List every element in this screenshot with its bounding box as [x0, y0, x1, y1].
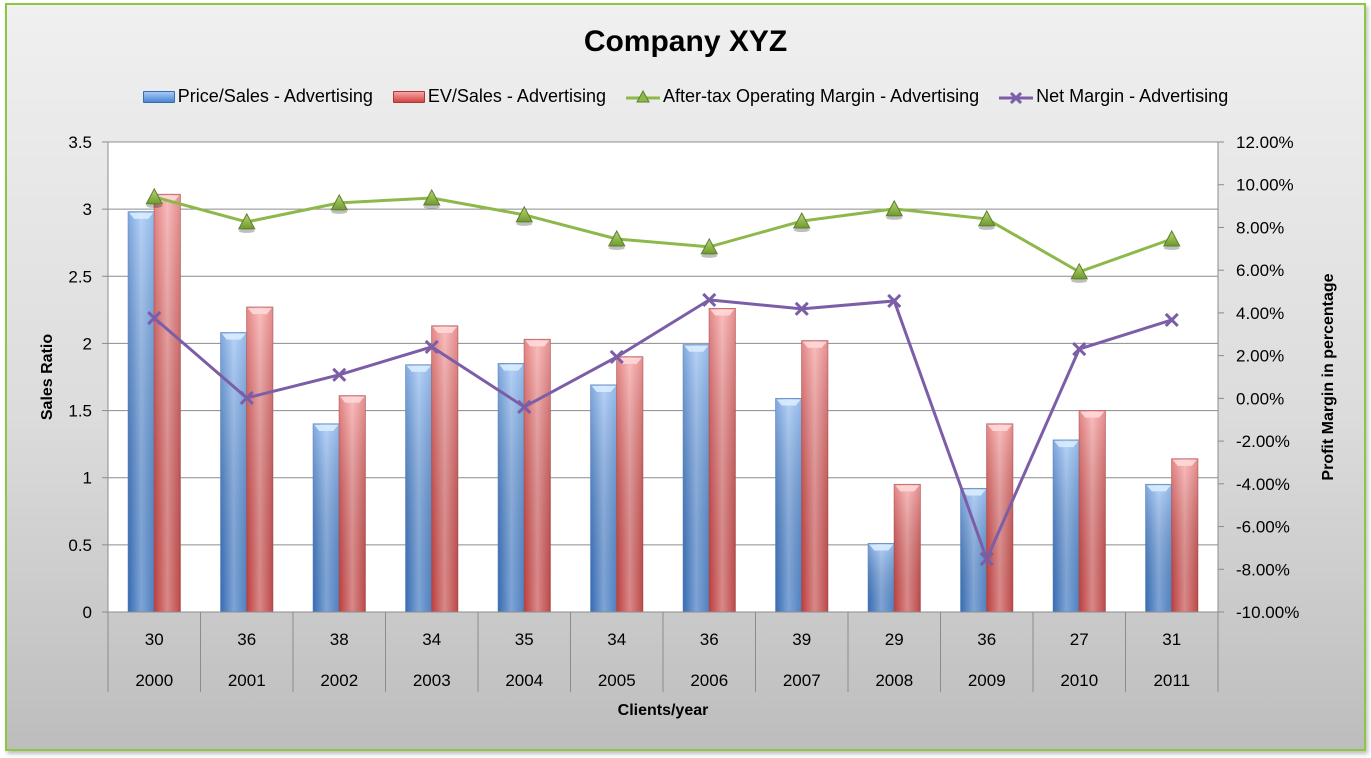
legend-item-price-sales[interactable]: Price/Sales - Advertising [142, 86, 373, 107]
right-tick-label: -2.00% [1236, 432, 1290, 451]
year-label: 2010 [1060, 671, 1098, 690]
legend-label: Net Margin - Advertising [1036, 86, 1229, 106]
green-triangle-line-icon [625, 89, 660, 102]
triangle-marker[interactable] [700, 237, 719, 255]
x-marker[interactable] [702, 292, 717, 307]
plot-background [108, 142, 1218, 612]
legend-item-operating-margin[interactable]: After-tax Operating Margin - Advertising [625, 86, 980, 107]
client-count-label: 36 [237, 630, 256, 649]
right-tick-label: 8.00% [1236, 218, 1284, 237]
x-marker[interactable] [1072, 341, 1087, 357]
year-label: 2000 [135, 671, 173, 690]
client-count-label: 29 [885, 630, 904, 649]
legend-item-ev-sales[interactable]: EV/Sales - Advertising [392, 86, 606, 107]
year-label: 2011 [1153, 671, 1190, 690]
right-tick-label: -8.00% [1236, 560, 1290, 579]
client-count-label: 38 [330, 630, 349, 649]
bar-series [127, 193, 1199, 613]
right-tick-label: 4.00% [1236, 304, 1284, 323]
triangle-marker[interactable] [515, 205, 534, 223]
year-label: 2008 [875, 671, 913, 690]
year-label: 2007 [783, 671, 821, 690]
client-count-label: 31 [1162, 630, 1181, 649]
axes: 0 0.5 1 1.5 2 2.5 3 3.5 -10.00% -8.00% -6.00% -4.00… [68, 133, 1299, 692]
client-count-label: 34 [422, 630, 441, 649]
left-tick-label: 3.5 [68, 133, 92, 152]
legend-item-net-margin[interactable]: Net Margin - Advertising [999, 86, 1228, 107]
left-tick-label: 2.5 [68, 267, 92, 286]
x-marker[interactable] [887, 293, 902, 309]
triangle-marker[interactable] [977, 209, 996, 227]
right-tick-label: -6.00% [1236, 518, 1290, 537]
purple-x-line-icon [999, 91, 1034, 104]
triangle-marker[interactable] [422, 188, 441, 206]
left-tick-label: 0 [83, 603, 92, 622]
x-marker[interactable] [979, 551, 994, 567]
year-label: 2005 [598, 671, 636, 690]
chart-legend: Price/Sales - Advertising EV/Sales - Adv… [0, 86, 1371, 107]
left-axis-title: Sales Ratio [39, 334, 56, 420]
client-count-label: 35 [515, 630, 534, 649]
left-tick-label: 2 [83, 334, 92, 353]
right-tick-label: 0.00% [1236, 389, 1284, 408]
right-tick-label: 2.00% [1236, 347, 1284, 366]
triangle-marker[interactable] [330, 193, 349, 211]
net-margin-line[interactable] [153, 298, 1173, 564]
red-bar-swatch-icon [392, 90, 425, 103]
blue-bar-swatch-icon [142, 90, 175, 103]
x-marker[interactable] [424, 339, 439, 354]
x-marker[interactable] [332, 367, 347, 382]
left-tick-label: 1 [83, 469, 92, 488]
year-label: 2001 [228, 671, 266, 690]
client-count-label: 36 [700, 630, 719, 649]
x-marker[interactable] [239, 390, 254, 405]
x-marker[interactable] [794, 301, 809, 316]
left-tick-label: 0.5 [68, 536, 92, 555]
year-label: 2009 [968, 671, 1006, 690]
year-label: 2002 [320, 671, 358, 690]
chart-title: Company XYZ [583, 25, 788, 58]
client-count-label: 39 [792, 630, 811, 649]
triangle-marker[interactable] [885, 199, 904, 217]
x-marker[interactable] [1164, 312, 1179, 328]
right-tick-label: 12.00% [1236, 133, 1294, 152]
triangle-marker[interactable] [145, 187, 164, 205]
right-tick-label: 10.00% [1236, 176, 1294, 195]
client-count-label: 36 [977, 630, 996, 649]
right-tick-label: 6.00% [1236, 261, 1284, 280]
gridlines [108, 141, 1218, 546]
right-tick-label: -4.00% [1236, 475, 1290, 494]
client-count-label: 34 [607, 630, 626, 649]
x-marker[interactable] [609, 349, 624, 364]
right-axis-title: Profit Margin in percentage [1320, 273, 1337, 480]
year-label: 2006 [690, 671, 728, 690]
legend-label: After-tax Operating Margin - Advertising [662, 86, 980, 106]
legend-label: EV/Sales - Advertising [427, 86, 606, 106]
right-tick-label: -10.00% [1236, 603, 1299, 622]
triangle-marker[interactable] [607, 229, 626, 247]
left-tick-label: 3 [83, 200, 92, 219]
client-count-label: 27 [1070, 630, 1089, 649]
legend-label: Price/Sales - Advertising [177, 86, 373, 106]
left-tick-label: 1.5 [68, 402, 92, 421]
year-label: 2004 [505, 671, 543, 690]
year-label: 2003 [413, 671, 451, 690]
triangle-marker[interactable] [1162, 229, 1181, 247]
operating-margin-line[interactable] [153, 195, 1173, 274]
triangle-marker[interactable] [237, 212, 256, 230]
x-marker[interactable] [517, 399, 532, 414]
triangle-marker[interactable] [792, 211, 811, 229]
triangle-marker[interactable] [1070, 262, 1089, 280]
x-axis-title: Clients/year [618, 702, 709, 719]
line-series [145, 187, 1181, 567]
x-marker[interactable] [147, 310, 162, 326]
client-count-label: 30 [145, 630, 164, 649]
